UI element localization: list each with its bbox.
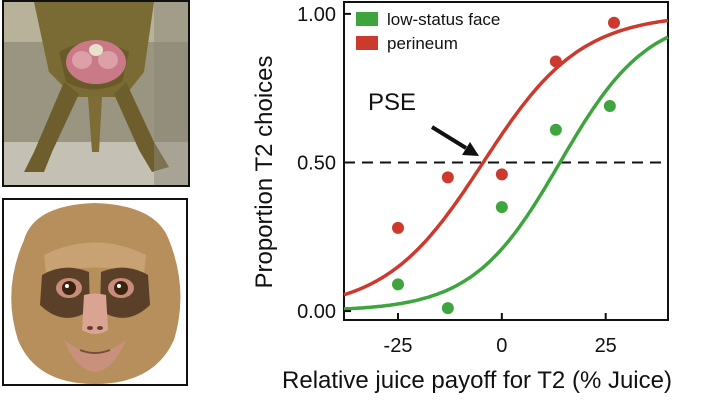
monkey-face-photo-icon (4, 200, 186, 384)
legend: low-status face perineum (356, 10, 500, 53)
legend-swatch-perineum (356, 36, 378, 50)
legend-label-perineum: perineum (387, 34, 458, 53)
plot-border (343, 1, 669, 321)
fit-curve-1 (343, 18, 669, 297)
axis-ticks: -25 0 25 0.00 0.50 1.00 (297, 4, 617, 357)
data-point-0 (392, 278, 404, 291)
data-point-1 (495, 168, 508, 181)
y-axis-label: Proportion T2 choices (251, 55, 278, 288)
perineum-photo (2, 0, 190, 187)
x-tick-label: -25 (384, 335, 413, 357)
legend-label-low-status: low-status face (387, 10, 500, 29)
fit-curves (343, 18, 669, 311)
data-point-0 (495, 201, 508, 214)
pse-arrow-head (462, 142, 479, 156)
x-tick-label: 0 (496, 335, 507, 357)
fit-curve-0 (343, 35, 669, 311)
data-point-0 (441, 302, 454, 315)
data-point-1 (608, 16, 620, 29)
y-tick-label: 0.50 (297, 152, 336, 174)
face-photo (2, 198, 188, 386)
monkey-perineum-photo-icon (4, 2, 188, 185)
y-tick-label: 1.00 (297, 4, 336, 26)
data-points (392, 16, 620, 315)
legend-swatch-low-status (356, 12, 378, 26)
data-point-0 (603, 100, 616, 113)
data-point-1 (549, 55, 562, 68)
data-point-1 (392, 221, 404, 234)
pse-annotation: PSE (368, 89, 479, 156)
x-tick-label: 25 (595, 335, 617, 357)
data-point-1 (441, 171, 454, 184)
plot-frame (343, 1, 669, 321)
y-tick-label: 0.00 (297, 301, 336, 323)
pse-arrow (430, 125, 468, 150)
data-point-0 (549, 123, 562, 136)
x-axis-label: Relative juice payoff for T2 (% Juice) (282, 367, 672, 394)
pse-label: PSE (368, 89, 416, 116)
